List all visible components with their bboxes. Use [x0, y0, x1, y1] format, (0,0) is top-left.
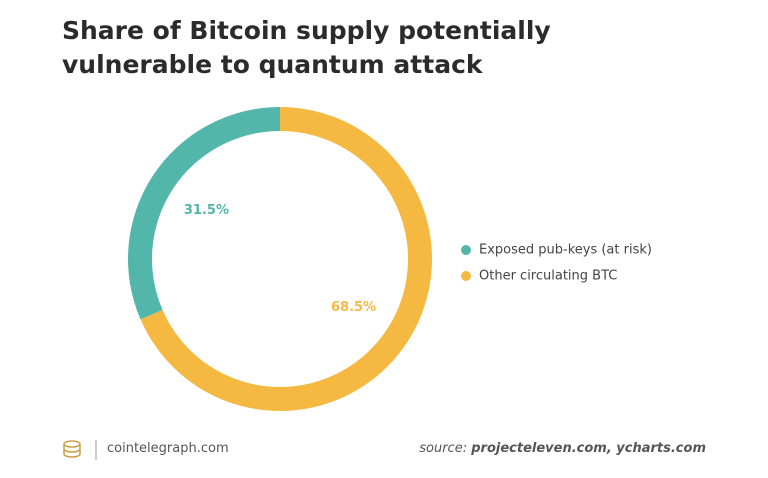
donut-slice	[127, 107, 280, 320]
site: cointelegraph.com	[107, 441, 229, 456]
source-text: projecteleven.com, ycharts.com	[471, 441, 706, 456]
legend-label: Other circulating BTC	[479, 269, 617, 284]
value-label: 31.5%	[184, 203, 229, 218]
logo	[63, 440, 81, 458]
source: source: projecteleven.com, ycharts.com	[419, 441, 706, 456]
legend-marker	[461, 271, 471, 281]
source-prefix: source:	[419, 441, 468, 456]
value-label: 68.5%	[331, 300, 376, 315]
legend-marker	[461, 245, 471, 255]
chart-title: Share of Bitcoin supply potentially vuln…	[62, 16, 551, 79]
legend-label: Exposed pub-keys (at risk)	[479, 243, 652, 258]
